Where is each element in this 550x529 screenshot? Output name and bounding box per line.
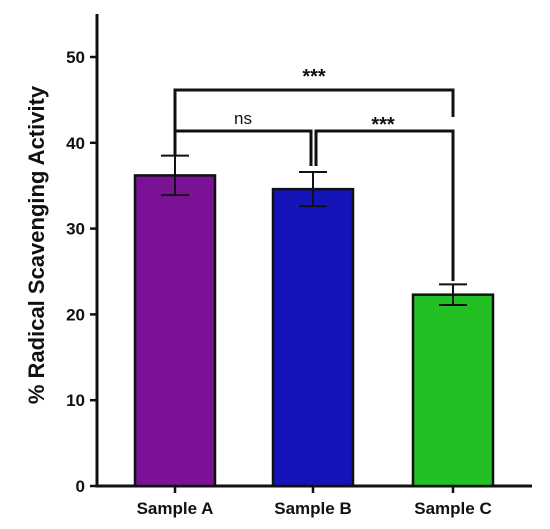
y-axis-title: % Radical Scavenging Activity [24,85,49,404]
bar [411,293,495,488]
plot-area: 0 10 20 30 40 50 Sample A Sample B Sample C *** ns… [66,14,532,518]
y-tick-label: 10 [66,391,85,410]
y-tick-label: 40 [66,134,85,153]
x-tick-label: Sample A [137,499,214,518]
y-tick-label: 30 [66,220,85,239]
y-tick-label: 20 [66,305,85,324]
significance-label: *** [302,66,326,88]
bar [133,174,217,488]
x-tick-label: Sample C [414,499,491,518]
significance-bracket [173,129,313,166]
significance-bracket [173,88,455,157]
y-tick-label: 0 [76,477,85,496]
y-tick-label: 50 [66,48,85,67]
significance-label: *** [371,114,395,136]
significance-bracket [314,129,455,281]
significance-label: ns [234,109,252,128]
bar [271,187,355,488]
x-tick-label: Sample B [274,499,351,518]
